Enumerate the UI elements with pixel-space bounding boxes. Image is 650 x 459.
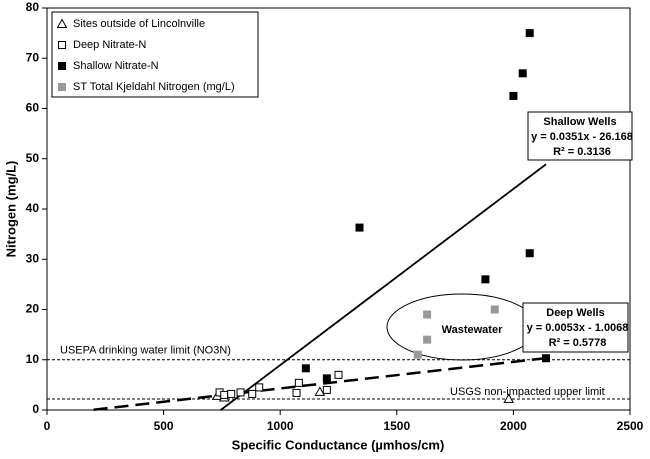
point: [292, 388, 301, 397]
y-tick-label: 10: [26, 352, 40, 366]
callout-text: y = 0.0351x - 26.168: [531, 131, 633, 143]
callout-box: [527, 111, 633, 161]
x-tick-label: 1500: [383, 419, 410, 433]
y-tick-label: 0: [32, 402, 39, 416]
point: [423, 335, 432, 344]
y-tick-label: 20: [26, 302, 40, 316]
x-tick-label: 2000: [500, 419, 527, 433]
y-tick-label: 60: [26, 101, 40, 115]
legend-label: Deep Nitrate-N: [73, 39, 146, 51]
point: [322, 385, 331, 394]
point: [314, 386, 326, 396]
y-tick-label: 80: [26, 0, 40, 14]
point: [413, 350, 422, 359]
callout-text: R² = 0.3136: [553, 146, 611, 158]
point: [227, 389, 236, 398]
legend-label: ST Total Kjeldahl Nitrogen (mg/L): [73, 81, 235, 93]
x-tick-label: 500: [154, 419, 174, 433]
callout-text: Deep Wells: [546, 307, 605, 319]
legend-marker: [58, 83, 66, 91]
y-tick-label: 30: [26, 251, 40, 265]
trendline: [220, 163, 547, 411]
point: [301, 364, 310, 373]
legend-marker: [58, 41, 66, 49]
callout-text: R² = 0.5778: [549, 337, 607, 349]
point: [294, 378, 303, 387]
x-tick-label: 0: [44, 419, 51, 433]
point: [355, 223, 364, 232]
x-tick-label: 1000: [267, 419, 294, 433]
y-axis-title: Nitrogen (mg/L): [3, 161, 18, 258]
callout-text: y = 0.0053x - 1.0068: [527, 322, 629, 334]
legend-marker: [58, 62, 66, 70]
legend-label: Sites outside of Lincolnville: [73, 18, 205, 30]
point: [220, 390, 229, 399]
point: [423, 310, 432, 319]
point: [255, 383, 264, 392]
x-tick-label: 2500: [617, 419, 644, 433]
point: [236, 388, 245, 397]
point: [481, 275, 490, 284]
legend-box: [51, 11, 259, 98]
reference-label: USGS non-impacted upper limit: [450, 386, 605, 398]
point: [518, 69, 527, 78]
y-tick-label: 50: [26, 151, 40, 165]
trendline: [93, 356, 547, 411]
annotation: Wastewater: [442, 324, 503, 336]
point: [503, 393, 515, 403]
callout-text: Shallow Wells: [543, 116, 616, 128]
point: [248, 389, 257, 398]
point: [490, 305, 499, 314]
y-tick-label: 40: [26, 201, 40, 215]
point: [322, 374, 331, 383]
y-tick-label: 70: [26, 50, 40, 64]
point: [525, 29, 534, 38]
reference-label: USEPA drinking water limit (NO3N): [60, 345, 231, 357]
point: [334, 370, 343, 379]
point: [525, 249, 534, 258]
callout-box: [522, 302, 629, 353]
legend-label: Shallow Nitrate-N: [73, 60, 159, 72]
legend-marker: [56, 18, 68, 28]
point: [509, 91, 518, 100]
x-axis-title: Specific Conductance (µmhos/cm): [232, 437, 445, 452]
point: [542, 354, 551, 363]
